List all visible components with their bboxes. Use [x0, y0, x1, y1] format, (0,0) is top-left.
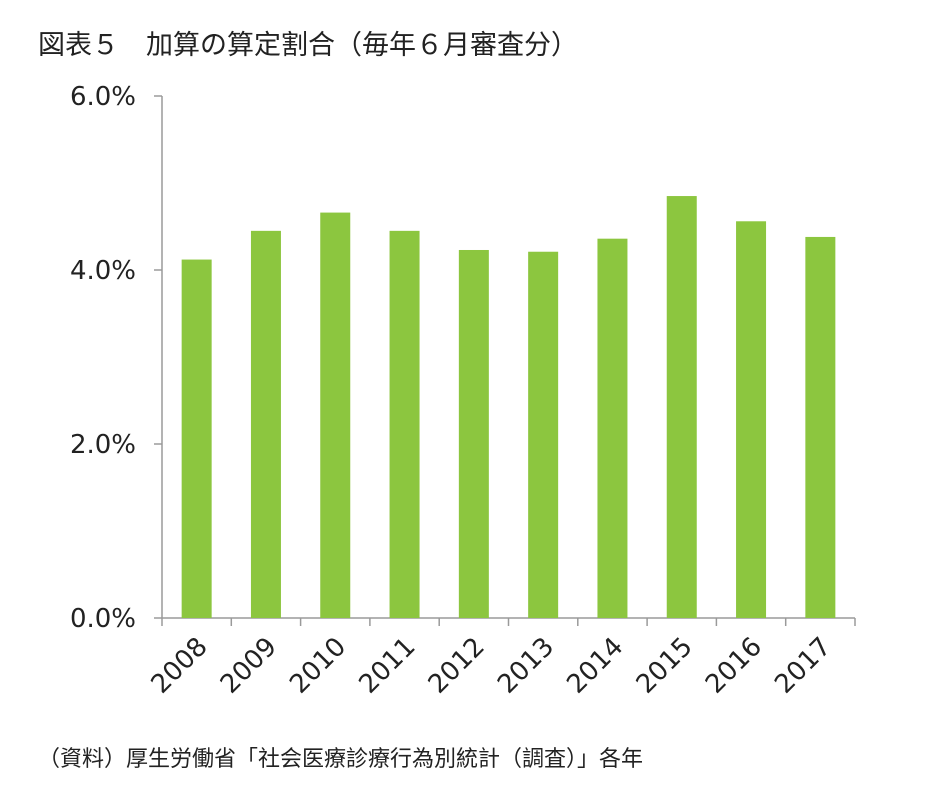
bar-2017 [805, 236, 836, 618]
x-tick-label-2012: 2012 [423, 632, 491, 700]
bar-2008 [181, 259, 212, 618]
x-tick-label-2011: 2011 [353, 632, 421, 700]
y-axis: 0.0% 2.0% 4.0% 6.0% [70, 82, 163, 634]
y-tick-label: 2.0% [70, 430, 136, 460]
bar-2013 [528, 251, 559, 619]
bar-2012 [458, 249, 489, 619]
x-tick-labels: 2008 2009 2010 2011 2012 2013 2014 2015 2016 2017 [146, 632, 838, 700]
x-tick-label-2008: 2008 [146, 632, 214, 700]
x-axis [161, 617, 856, 626]
x-tick-label-2009: 2009 [215, 632, 283, 700]
x-tick-label-2014: 2014 [561, 632, 629, 700]
bar-2010 [320, 212, 351, 618]
bar-2015 [666, 196, 697, 619]
bar-2009 [250, 230, 281, 618]
source-note: （資料）厚生労働省「社会医療診療行為別統計（調査）」各年 [38, 747, 643, 772]
bar-2011 [389, 230, 420, 618]
y-tick-label: 4.0% [70, 256, 136, 286]
x-tick-label-2013: 2013 [492, 632, 560, 700]
y-tick-label: 6.0% [70, 82, 136, 112]
x-tick-label-2010: 2010 [284, 632, 352, 700]
x-tick-label-2017: 2017 [769, 632, 837, 700]
y-tick-label: 0.0% [70, 604, 136, 634]
bar-2016 [736, 221, 767, 618]
chart-title: 図表５ 加算の算定割合（毎年６月審査分） [38, 30, 578, 61]
x-tick-label-2016: 2016 [700, 632, 768, 700]
bar-2014 [597, 238, 628, 618]
x-tick-label-2015: 2015 [631, 632, 699, 700]
bars [181, 196, 836, 619]
